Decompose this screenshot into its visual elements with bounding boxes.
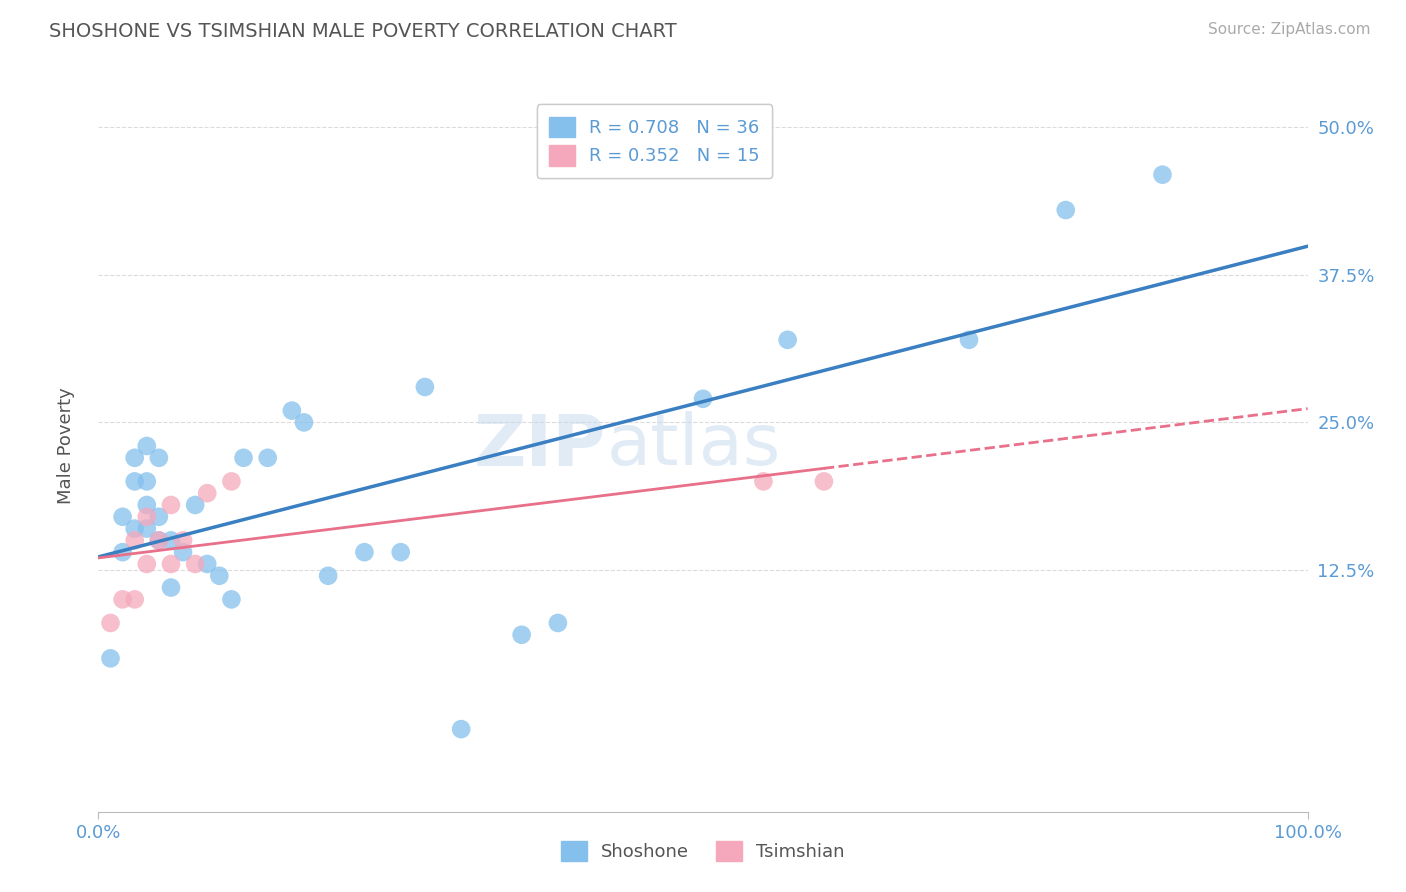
Text: atlas: atlas	[606, 411, 780, 481]
Point	[510, 628, 533, 642]
Point	[172, 533, 194, 548]
Text: ZIP: ZIP	[474, 411, 606, 481]
Legend: Shoshone, Tsimshian: Shoshone, Tsimshian	[548, 828, 858, 874]
Text: Source: ZipAtlas.com: Source: ZipAtlas.com	[1208, 22, 1371, 37]
Point	[160, 533, 183, 548]
Point	[208, 568, 231, 582]
Point	[148, 509, 170, 524]
Point	[124, 533, 146, 548]
Point	[135, 439, 157, 453]
Point	[195, 557, 218, 571]
Y-axis label: Male Poverty: Male Poverty	[56, 388, 75, 504]
Point	[1054, 202, 1077, 217]
Text: SHOSHONE VS TSIMSHIAN MALE POVERTY CORRELATION CHART: SHOSHONE VS TSIMSHIAN MALE POVERTY CORRE…	[49, 22, 676, 41]
Point	[100, 651, 122, 665]
Point	[221, 592, 243, 607]
Point	[124, 450, 146, 465]
Point	[184, 498, 207, 512]
Point	[752, 475, 775, 489]
Point	[135, 522, 157, 536]
Point	[111, 592, 134, 607]
Point	[450, 722, 472, 736]
Point	[184, 557, 207, 571]
Point	[172, 545, 194, 559]
Point	[135, 475, 157, 489]
Point	[776, 333, 799, 347]
Point	[148, 533, 170, 548]
Point	[353, 545, 375, 559]
Point	[547, 615, 569, 630]
Point	[124, 522, 146, 536]
Point	[111, 545, 134, 559]
Point	[100, 615, 122, 630]
Point	[148, 533, 170, 548]
Point	[135, 509, 157, 524]
Point	[135, 498, 157, 512]
Point	[292, 416, 315, 430]
Point	[160, 498, 183, 512]
Point	[195, 486, 218, 500]
Point	[389, 545, 412, 559]
Point	[160, 581, 183, 595]
Point	[135, 557, 157, 571]
Legend: R = 0.708   N = 36, R = 0.352   N = 15: R = 0.708 N = 36, R = 0.352 N = 15	[537, 104, 772, 178]
Point	[281, 403, 304, 417]
Point	[124, 592, 146, 607]
Point	[232, 450, 254, 465]
Point	[221, 475, 243, 489]
Point	[813, 475, 835, 489]
Point	[692, 392, 714, 406]
Point	[413, 380, 436, 394]
Point	[111, 509, 134, 524]
Point	[316, 568, 339, 582]
Point	[256, 450, 278, 465]
Point	[160, 557, 183, 571]
Point	[1152, 168, 1174, 182]
Point	[148, 450, 170, 465]
Point	[124, 475, 146, 489]
Point	[957, 333, 980, 347]
